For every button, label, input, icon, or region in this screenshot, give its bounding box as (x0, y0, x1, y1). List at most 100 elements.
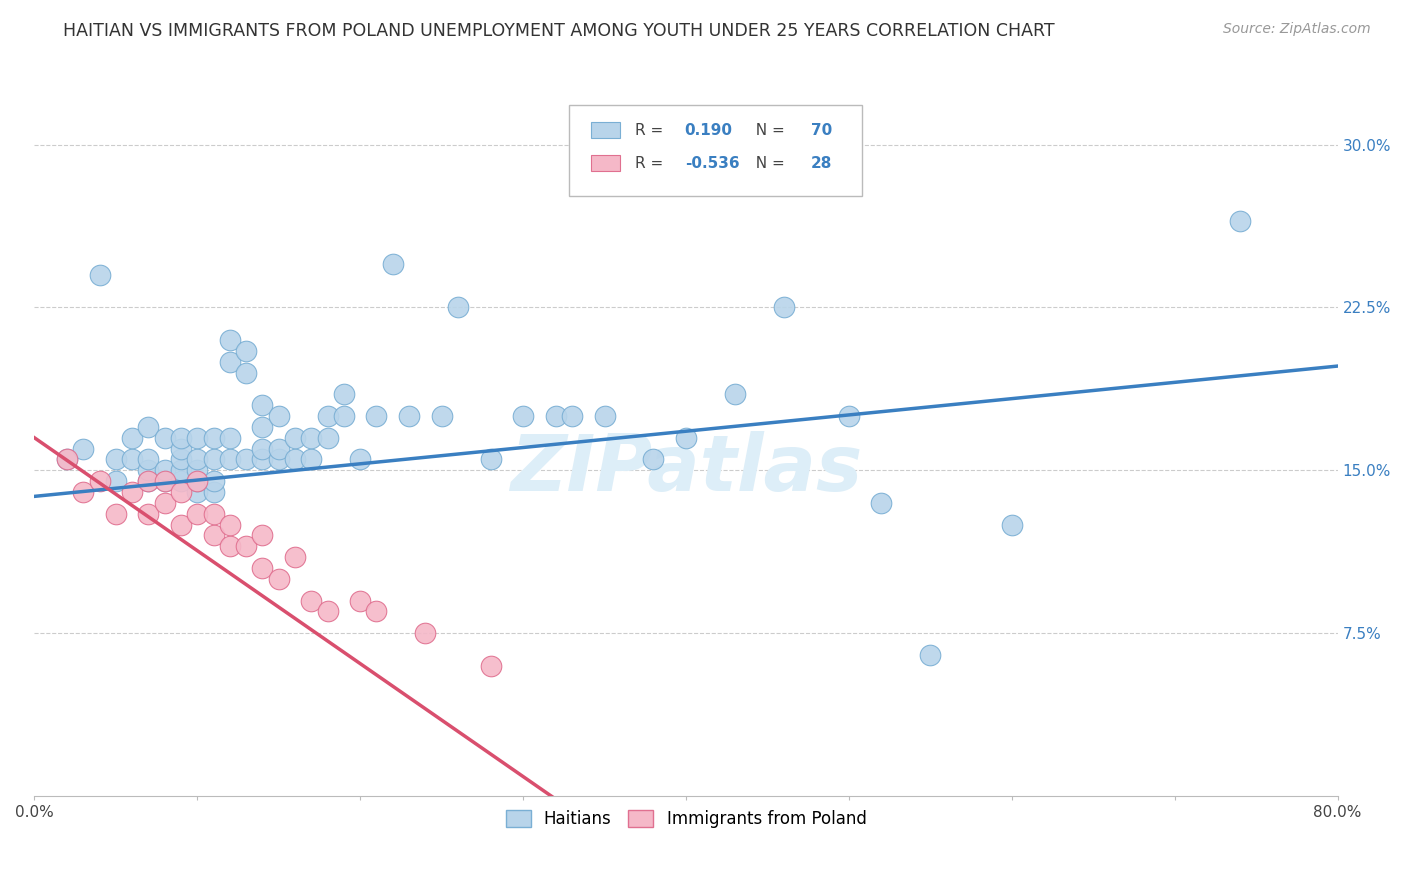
Point (838, 409, 860, 423)
Text: N =: N = (747, 123, 790, 138)
Point (186, 431, 208, 445)
Point (170, 463, 193, 477)
Point (186, 474, 208, 488)
Point (870, 496, 893, 510)
Point (643, 452, 665, 467)
Point (675, 431, 697, 445)
Point (415, 626, 437, 640)
Point (316, 409, 339, 423)
Point (202, 452, 225, 467)
Point (252, 442, 274, 456)
Point (218, 431, 240, 445)
Point (299, 431, 322, 445)
Point (398, 409, 420, 423)
Point (186, 452, 208, 467)
Point (153, 496, 176, 510)
Point (267, 409, 290, 423)
Point (186, 485, 208, 500)
Point (349, 452, 371, 467)
Point (202, 485, 225, 500)
Point (724, 387, 747, 401)
Point (89, 474, 111, 488)
Point (218, 333, 240, 347)
Point (366, 605, 388, 619)
Text: ZIPatlas: ZIPatlas (510, 431, 862, 507)
Text: 70: 70 (811, 123, 832, 138)
Point (593, 409, 616, 423)
Point (479, 452, 502, 467)
Point (252, 420, 274, 434)
Point (430, 409, 453, 423)
Point (170, 485, 193, 500)
Point (252, 398, 274, 412)
Point (299, 452, 322, 467)
Point (772, 301, 794, 315)
Text: 0.190: 0.190 (685, 123, 733, 138)
Point (284, 431, 307, 445)
Point (138, 474, 160, 488)
Point (153, 474, 176, 488)
Point (284, 452, 307, 467)
Point (138, 420, 160, 434)
Point (170, 517, 193, 532)
Point (235, 539, 257, 553)
Point (153, 431, 176, 445)
Point (170, 431, 193, 445)
Point (121, 452, 143, 467)
Point (316, 605, 339, 619)
Point (218, 355, 240, 369)
Point (202, 507, 225, 521)
Point (218, 539, 240, 553)
FancyBboxPatch shape (568, 105, 862, 196)
Point (333, 387, 356, 401)
Point (333, 409, 356, 423)
Point (104, 452, 127, 467)
FancyBboxPatch shape (591, 122, 620, 138)
Text: 28: 28 (811, 155, 832, 170)
Point (235, 343, 257, 358)
Text: R =: R = (636, 155, 668, 170)
Legend: Haitians, Immigrants from Poland: Haitians, Immigrants from Poland (499, 804, 873, 835)
Point (104, 474, 127, 488)
Point (138, 463, 160, 477)
Point (56, 452, 79, 467)
Point (170, 474, 193, 488)
Point (512, 409, 534, 423)
Point (1001, 517, 1024, 532)
Point (235, 366, 257, 380)
Point (186, 474, 208, 488)
Point (138, 507, 160, 521)
Point (153, 463, 176, 477)
Point (202, 528, 225, 542)
Point (299, 593, 322, 607)
Text: -0.536: -0.536 (685, 155, 740, 170)
Point (56, 452, 79, 467)
Point (89, 268, 111, 282)
Text: HAITIAN VS IMMIGRANTS FROM POLAND UNEMPLOYMENT AMONG YOUTH UNDER 25 YEARS CORREL: HAITIAN VS IMMIGRANTS FROM POLAND UNEMPL… (63, 22, 1054, 40)
Point (267, 442, 290, 456)
Point (1229, 213, 1251, 227)
FancyBboxPatch shape (591, 155, 620, 171)
Point (366, 409, 388, 423)
Point (186, 507, 208, 521)
Point (138, 474, 160, 488)
Point (202, 474, 225, 488)
Text: Source: ZipAtlas.com: Source: ZipAtlas.com (1223, 22, 1371, 37)
Point (235, 452, 257, 467)
Point (121, 485, 143, 500)
Point (284, 550, 307, 565)
Point (316, 431, 339, 445)
Point (544, 409, 567, 423)
Point (218, 517, 240, 532)
Point (104, 507, 127, 521)
Point (267, 572, 290, 586)
Point (72, 485, 94, 500)
Point (138, 452, 160, 467)
Text: R =: R = (636, 123, 668, 138)
Point (381, 257, 404, 271)
Point (186, 463, 208, 477)
Point (561, 409, 583, 423)
Point (170, 442, 193, 456)
Point (447, 301, 470, 315)
Point (218, 452, 240, 467)
